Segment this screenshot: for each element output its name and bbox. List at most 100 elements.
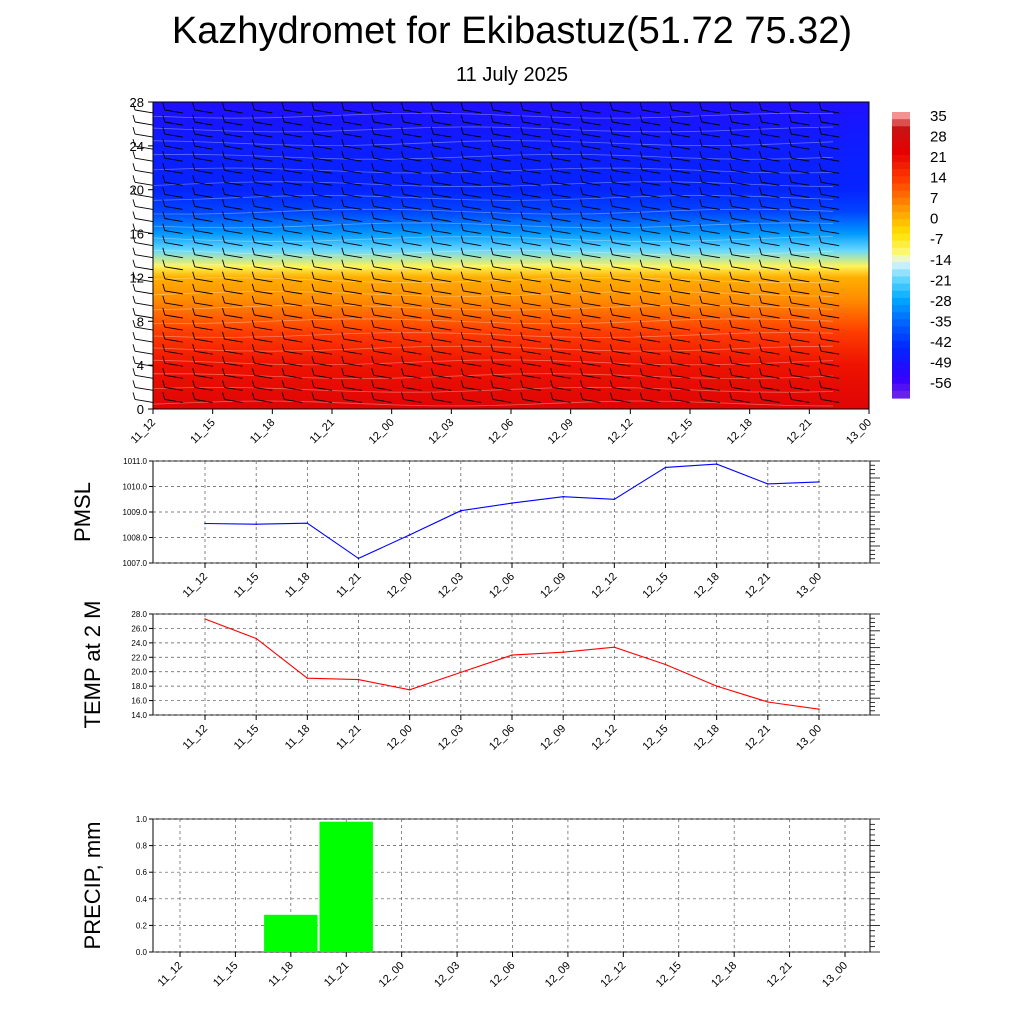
wind-barb [251,187,255,195]
wind-barb [669,368,673,376]
contour-line [152,140,834,147]
wind-barb [791,338,810,343]
wind-barb [520,283,524,292]
wind-barb [639,368,643,376]
wind-barb [490,126,494,135]
wind-barb [552,326,571,331]
wind-barb [463,338,482,343]
wind-barb [642,230,661,235]
wind-barb [433,254,452,259]
wind-barb [788,114,792,123]
wind-barb [550,295,554,304]
wind-barb [550,331,554,340]
precip-x-tick-label: 11_15 [211,960,241,990]
wind-barb [791,218,810,222]
wind-barb [821,230,840,235]
wind-barb [164,145,183,150]
wind-barb [343,133,362,138]
wind-barb [490,307,494,316]
wind-barb [403,157,422,162]
wind-barb [311,235,315,243]
wind-barb [284,133,303,138]
wind-barb [281,283,285,292]
wind-barb [341,175,345,183]
wind-barb [699,126,703,135]
wind-barb [430,344,434,352]
wind-barb [134,326,154,331]
pmsl-point [408,534,411,536]
wind-barb [401,175,404,183]
wind-barb [492,326,512,331]
wind-barb [254,157,273,162]
wind-barb [642,278,661,283]
x-tick-label: 12_03 [426,417,456,447]
wind-barb [132,211,136,219]
wind-barb [222,138,225,147]
wind-barb [520,307,524,316]
wind-barb [612,157,631,162]
wind-barb [701,145,720,150]
wind-barb [731,218,750,222]
wind-barb [788,344,792,352]
wind-barb [671,350,691,355]
wind-barb [311,199,315,207]
wind-barb [701,350,720,355]
wind-barb [403,254,422,259]
wind-barb [463,205,482,210]
wind-barb [492,386,512,391]
wind-barb [373,254,392,259]
pmsl-point [255,523,257,525]
wind-barb [520,356,524,364]
wind-barb [463,145,482,150]
wind-barb [642,302,661,307]
wind-barb [699,271,703,279]
wind-barb [224,266,243,271]
wind-barb [522,242,541,247]
wind-barb [134,242,154,247]
wind-barb [582,350,601,355]
wind-barb [612,398,631,403]
wind-barb [192,151,196,159]
wind-barb [433,302,452,307]
pmsl-ylabel: PMSL [70,482,95,542]
wind-barb [194,290,213,295]
wind-barb [284,230,303,235]
wind-barb [609,126,613,135]
wind-barb [788,356,792,364]
wind-barb [609,259,613,267]
wind-barb [192,211,196,219]
wind-barb [731,278,750,283]
wind-barb [222,247,225,255]
wind-barb [224,314,243,319]
wind-barb [164,133,183,138]
wind-barb [222,151,225,159]
wind-barb [132,259,136,267]
wind-barb [818,163,822,171]
wind-barb [580,199,583,207]
wind-barb [791,121,810,126]
wind-barb [669,295,673,304]
contour-line [152,236,834,243]
wind-barb [522,326,541,331]
wind-barb [460,319,464,328]
wind-barb [550,344,554,352]
wind-barb [373,326,392,331]
wind-barb [311,187,315,195]
wind-barb [818,102,822,111]
wind-barb [609,307,613,316]
y-tick-label: 20 [130,183,144,198]
wind-barb [401,295,404,304]
wind-barb [134,205,154,210]
wind-barb [403,290,422,295]
wind-barb [132,331,136,340]
wind-barb [281,138,285,147]
wind-barb [254,314,273,319]
wind-barb [609,102,613,111]
wind-barb [134,121,154,126]
colorbar-swatch [892,176,910,185]
wind-barb [729,392,733,400]
wind-barb [460,114,464,123]
temp-x-tick-label: 11_15 [232,723,262,753]
wind-barb [403,145,422,150]
wind-barb [343,242,362,247]
